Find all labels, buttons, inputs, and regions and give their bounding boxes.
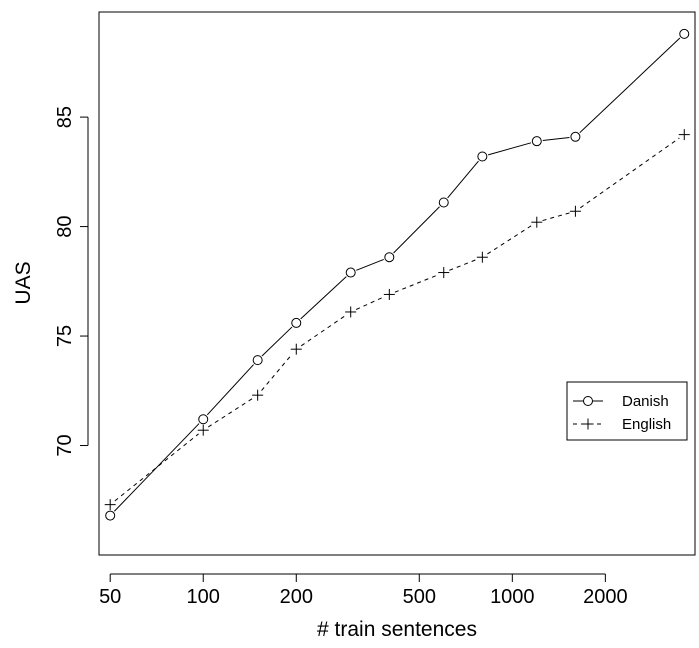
series-english-segment xyxy=(580,137,680,209)
legend-box xyxy=(566,381,688,441)
series-english-segment xyxy=(261,353,293,391)
x-tick-label: 2000 xyxy=(583,586,628,608)
data-point-danish xyxy=(291,317,302,328)
y-tick-label: 70 xyxy=(54,434,76,456)
data-point-danish xyxy=(438,197,449,208)
series-layer xyxy=(104,28,690,521)
series-english-segment xyxy=(114,433,199,502)
data-point-danish xyxy=(679,28,690,39)
legend: Danish English xyxy=(566,381,688,441)
data-point-english xyxy=(531,216,543,228)
series-english-segment xyxy=(449,258,477,271)
series-english xyxy=(104,129,690,511)
legend-label-danish: Danish xyxy=(622,393,669,410)
series-danish-segment xyxy=(542,136,570,142)
y-tick-label: 75 xyxy=(54,325,76,347)
series-danish-segment xyxy=(447,160,479,199)
data-point-english xyxy=(569,205,581,217)
y-tick-label: 85 xyxy=(54,106,76,128)
series-english-segment xyxy=(542,212,570,222)
series-english-segment xyxy=(394,274,439,293)
legend-marker-danish xyxy=(583,396,593,406)
plot-frame xyxy=(98,11,696,556)
data-point-english xyxy=(197,424,209,436)
x-tick-label: 100 xyxy=(187,586,220,608)
data-point-english xyxy=(345,306,357,318)
data-point-danish xyxy=(570,131,581,142)
data-point-english xyxy=(438,267,450,279)
x-tick-label: 200 xyxy=(280,586,313,608)
data-point-danish xyxy=(198,414,209,425)
x-axis: 50 100 200 500 1000 2000 xyxy=(99,573,628,608)
data-point-danish xyxy=(345,267,356,278)
series-danish-segment xyxy=(356,258,384,271)
series-danish-segment xyxy=(579,37,681,134)
series-danish-segment xyxy=(488,142,532,156)
data-point-danish xyxy=(252,355,263,366)
x-tick-label: 1000 xyxy=(490,586,535,608)
data-point-english xyxy=(104,499,116,511)
data-point-danish xyxy=(477,151,488,162)
y-axis: 70 75 80 85 xyxy=(54,106,89,457)
series-english-segment xyxy=(208,397,253,428)
legend-marker-english xyxy=(582,418,594,430)
y-tick-label: 80 xyxy=(54,215,76,237)
data-point-english xyxy=(252,389,264,401)
y-axis-label: UAS xyxy=(12,261,35,304)
series-danish xyxy=(105,28,690,521)
series-danish-segment xyxy=(300,276,347,320)
data-point-danish xyxy=(105,510,116,521)
series-danish-segment xyxy=(206,364,254,416)
data-point-danish xyxy=(531,136,542,147)
series-english-segment xyxy=(300,314,347,347)
series-danish-segment xyxy=(114,423,200,512)
legend-label-english: English xyxy=(622,416,671,433)
x-axis-label: # train sentences xyxy=(317,618,477,641)
x-tick-label: 50 xyxy=(99,586,121,608)
x-tick-label: 500 xyxy=(403,586,436,608)
data-point-english xyxy=(476,251,488,263)
series-english-segment xyxy=(355,296,385,310)
series-english-segment xyxy=(487,225,533,255)
data-point-english xyxy=(290,343,302,355)
series-danish-segment xyxy=(393,206,440,254)
data-point-english xyxy=(678,129,690,141)
data-point-danish xyxy=(384,252,395,263)
series-danish-segment xyxy=(261,326,293,357)
data-point-english xyxy=(383,288,395,300)
